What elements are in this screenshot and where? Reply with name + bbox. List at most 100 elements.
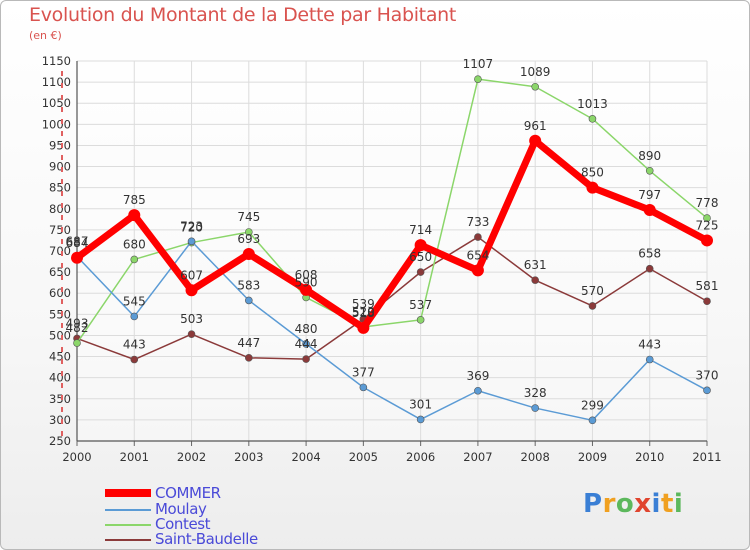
data-label-commer: 684 (66, 236, 89, 250)
data-label-moulay: 480 (295, 322, 318, 336)
y-tick-label: 450 (49, 350, 71, 364)
data-label-commer: 654 (466, 248, 489, 262)
data-point-moulay (645, 355, 654, 364)
y-axis-decoration (61, 239, 63, 244)
chart-title: Evolution du Montant de la Dette par Hab… (29, 4, 457, 26)
y-tick-label: 750 (49, 223, 71, 237)
legend-label-contest: Contest (155, 515, 211, 533)
data-point-moulay (187, 237, 196, 246)
y-axis-decoration (61, 191, 63, 196)
data-point-commer (643, 204, 656, 217)
data-point-commer (357, 321, 370, 334)
x-tick-label: 2005 (349, 450, 378, 464)
data-label-commer: 785 (123, 193, 146, 207)
data-label-contest: 890 (638, 149, 661, 163)
legend-swatch-moulay (105, 509, 151, 511)
data-point-contest (73, 339, 81, 347)
data-label-saint-baudelle: 581 (696, 279, 719, 293)
y-axis-decoration (61, 395, 63, 400)
data-label-moulay: 583 (237, 278, 260, 292)
y-tick-label: 500 (49, 328, 71, 342)
data-label-commer: 714 (409, 223, 432, 237)
data-point-contest (703, 214, 711, 222)
data-point-moulay (302, 340, 310, 348)
data-point-commer (586, 181, 599, 194)
data-label-saint-baudelle: 650 (409, 250, 432, 264)
series-line-moulay (76, 240, 708, 422)
data-point-moulay (416, 415, 425, 424)
data-label-saint-baudelle: 733 (466, 215, 489, 229)
data-label-saint-baudelle: 570 (581, 284, 604, 298)
y-axis-decoration (61, 359, 63, 364)
legend-swatch-commer (105, 489, 151, 497)
x-tick-label: 2002 (177, 450, 206, 464)
data-label-commer: 607 (180, 268, 203, 282)
y-axis-decoration (61, 227, 63, 232)
y-tick-label: 1050 (42, 96, 71, 110)
y-tick-label: 900 (49, 160, 71, 174)
data-label-moulay: 723 (180, 219, 203, 233)
data-label-commer: 797 (638, 188, 661, 202)
data-point-moulay (531, 404, 539, 412)
data-point-commer (71, 251, 83, 264)
data-point-moulay (588, 416, 597, 425)
data-point-contest (645, 166, 654, 175)
data-label-commer: 693 (237, 232, 260, 246)
data-label-saint-baudelle: 444 (295, 337, 318, 351)
data-point-moulay (359, 383, 368, 392)
data-point-commer (185, 284, 198, 297)
data-point-saint-baudelle (531, 276, 539, 284)
y-axis-decoration (61, 323, 63, 328)
data-label-contest: 590 (295, 275, 318, 289)
data-label-contest: 778 (696, 196, 719, 210)
y-axis-decoration (61, 131, 63, 136)
series-line-commer (73, 137, 711, 332)
x-tick-label: 2007 (463, 450, 492, 464)
data-point-commer (414, 239, 427, 252)
data-label-contest: 720 (180, 221, 203, 235)
data-label-commer: 961 (524, 119, 547, 133)
y-tick-label: 950 (49, 138, 71, 152)
data-label-commer: 608 (295, 268, 318, 282)
data-label-contest: 537 (409, 298, 432, 312)
y-tick-label: 300 (49, 413, 71, 427)
x-tick-label: 2011 (692, 450, 721, 464)
data-point-contest (474, 75, 482, 83)
y-tick-label: 800 (49, 202, 71, 216)
data-label-moulay: 687 (66, 234, 89, 248)
series-line-contest (76, 78, 708, 344)
data-label-saint-baudelle: 658 (638, 247, 661, 261)
data-point-saint-baudelle (245, 354, 253, 362)
data-point-saint-baudelle (645, 264, 654, 273)
data-label-contest: 482 (66, 321, 89, 335)
y-axis-decoration (61, 407, 63, 412)
y-axis-decoration (61, 335, 63, 340)
x-tick-label: 2009 (578, 450, 607, 464)
data-point-moulay (703, 386, 711, 395)
y-axis-decoration (61, 167, 63, 172)
y-axis-decoration (61, 275, 63, 280)
x-tick-label: 2003 (234, 450, 263, 464)
data-point-commer (242, 247, 255, 260)
data-label-contest: 680 (123, 237, 146, 251)
unit-label: (en €) (29, 29, 62, 42)
x-tick-label: 2006 (406, 450, 435, 464)
data-label-saint-baudelle: 631 (524, 258, 547, 272)
y-axis-decoration (61, 119, 63, 124)
data-label-commer: 518 (352, 306, 375, 320)
data-label-moulay: 369 (466, 369, 489, 383)
data-label-contest: 520 (352, 305, 375, 319)
data-label-moulay: 370 (696, 368, 719, 382)
y-axis-decoration (61, 287, 63, 292)
y-tick-label: 1150 (42, 54, 71, 68)
data-label-moulay: 299 (581, 398, 604, 412)
y-tick-label: 1000 (42, 117, 71, 131)
data-label-contest: 1089 (520, 65, 551, 79)
y-axis-decoration (61, 143, 63, 148)
data-label-contest: 1107 (463, 57, 494, 71)
y-axis-decoration (61, 383, 63, 388)
data-point-saint-baudelle (302, 355, 310, 363)
logo-letter: x (634, 489, 652, 519)
